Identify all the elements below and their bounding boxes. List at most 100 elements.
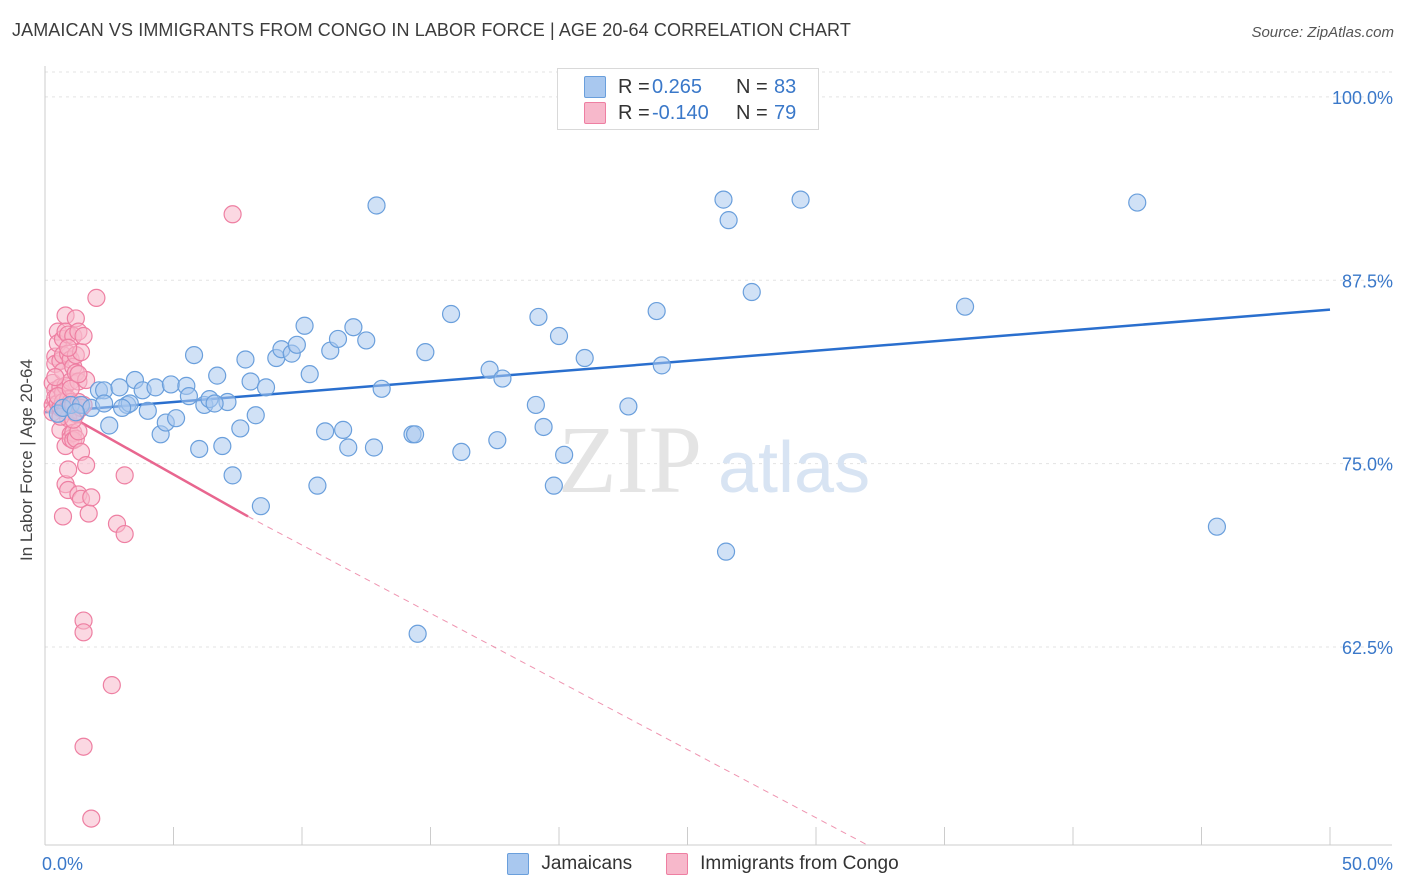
- jamaican-point: [714, 190, 733, 209]
- y-axis-label: In Labor Force | Age 20-64: [17, 359, 36, 561]
- jamaican-point: [339, 438, 358, 457]
- congo-point: [74, 623, 93, 642]
- jamaican-point: [955, 297, 975, 316]
- blue-swatch: [507, 853, 530, 875]
- jamaican-point: [719, 211, 738, 230]
- jamaican-point: [493, 369, 512, 388]
- n-value: 83: [774, 75, 797, 98]
- y-tick-label: 62.5%: [1342, 638, 1393, 658]
- congo-point: [82, 809, 101, 828]
- jamaican-point: [241, 372, 260, 391]
- jamaican-point: [100, 416, 119, 435]
- chart-title: JAMAICAN VS IMMIGRANTS FROM CONGO IN LAB…: [12, 20, 851, 40]
- jamaican-point: [146, 378, 165, 397]
- congo-point: [59, 338, 78, 357]
- congo-point: [74, 737, 93, 756]
- jamaican-point: [1128, 193, 1147, 212]
- congo-point: [87, 288, 106, 307]
- jamaican-point: [184, 345, 204, 365]
- jamaican-point: [344, 318, 363, 337]
- jamaican-point: [213, 436, 232, 456]
- watermark-atlas: atlas: [718, 428, 870, 508]
- points-layer: [43, 190, 1227, 828]
- congo-point: [77, 456, 96, 475]
- stats-row-jamaicans: R = 0.265 N = 83: [558, 75, 796, 99]
- jamaican-point: [357, 331, 376, 350]
- n-label: N =: [736, 75, 768, 98]
- jamaican-point: [231, 419, 250, 438]
- jamaican-point: [372, 379, 391, 398]
- jamaican-point: [529, 307, 548, 327]
- congo-point: [79, 504, 98, 523]
- r-label: R =: [618, 101, 650, 124]
- jamaican-point: [488, 431, 507, 450]
- congo-point: [102, 676, 121, 695]
- congo-point: [46, 367, 65, 387]
- n-value: 79: [774, 101, 797, 124]
- legend: Jamaicans Immigrants from Congo: [0, 851, 1406, 877]
- y-tick-label: 100.0%: [1332, 88, 1393, 108]
- jamaican-point: [334, 420, 353, 439]
- jamaican-point: [308, 476, 327, 495]
- jamaican-point: [95, 394, 114, 413]
- jamaican-point: [236, 350, 255, 369]
- legend-item-jamaicans[interactable]: Jamaicans: [507, 851, 632, 877]
- jamaican-point: [364, 438, 384, 457]
- congo-point: [59, 460, 78, 479]
- jamaican-point: [416, 343, 435, 362]
- jamaican-point: [652, 356, 671, 375]
- y-tick-label: 87.5%: [1342, 271, 1393, 291]
- congo-point: [74, 326, 93, 346]
- jamaican-point: [555, 445, 574, 464]
- legend-label: Immigrants from Congo: [700, 853, 899, 874]
- jamaican-point: [166, 409, 186, 428]
- jamaican-point: [161, 375, 181, 394]
- jamaican-point: [316, 422, 335, 441]
- x-tick-label-max: 50.0%: [1342, 854, 1393, 874]
- congo-point: [115, 524, 134, 544]
- congo-point: [115, 466, 134, 485]
- jamaican-point: [575, 348, 594, 368]
- jamaican-point: [647, 301, 666, 321]
- legend-item-congo[interactable]: Immigrants from Congo: [666, 851, 899, 877]
- stats-box: R = 0.265 N = 83 R = -0.140 N = 79: [557, 68, 819, 130]
- source-label: Source: ZipAtlas.com: [1251, 24, 1394, 41]
- jamaican-point: [534, 417, 553, 437]
- congo-point: [69, 365, 88, 384]
- jamaican-point: [405, 425, 425, 444]
- r-value: 0.265: [652, 75, 703, 98]
- label-layer: In Labor Force | Age 20-64 0.0% 50.0% 62…: [17, 88, 1393, 874]
- jamaican-point: [138, 401, 157, 420]
- jamaican-point: [791, 190, 810, 209]
- jamaican-point: [287, 335, 306, 354]
- jamaican-point: [441, 304, 461, 324]
- jamaican-point: [328, 329, 348, 349]
- jamaican-point: [256, 378, 276, 397]
- jamaican-point: [367, 196, 386, 215]
- jamaican-point: [223, 466, 242, 485]
- congo-point: [53, 507, 73, 526]
- jamaican-point: [246, 406, 265, 425]
- jamaican-point: [112, 398, 132, 417]
- jamaican-point: [452, 442, 471, 461]
- stats-row-congo: R = -0.140 N = 79: [558, 101, 796, 125]
- r-value: -0.140: [652, 101, 709, 124]
- jamaican-point: [205, 394, 224, 413]
- jamaican-point: [716, 542, 736, 561]
- jamaican-point: [179, 387, 199, 406]
- jamaican-point: [190, 439, 209, 459]
- jamaican-point: [544, 476, 563, 495]
- jamaican-point: [549, 326, 569, 346]
- jamaican-point: [251, 497, 270, 516]
- watermark-zip: ZIP: [558, 406, 702, 513]
- r-label: R =: [618, 75, 650, 98]
- pink-swatch: [666, 853, 689, 875]
- blue-swatch: [584, 76, 606, 98]
- jamaican-point: [1207, 517, 1227, 536]
- jamaican-point: [295, 316, 314, 335]
- congo-point: [82, 488, 101, 507]
- jamaican-point: [300, 365, 319, 384]
- congo-point: [223, 205, 242, 224]
- jamaican-trend-line: [44, 308, 1331, 414]
